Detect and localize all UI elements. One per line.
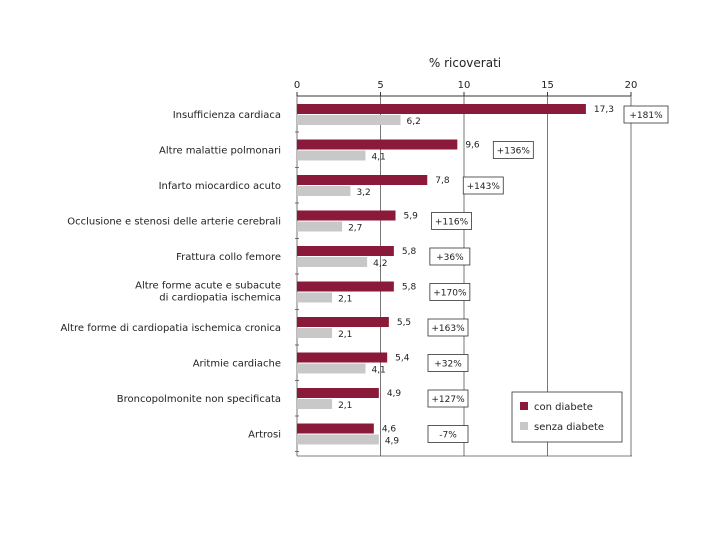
annotation-label: +163%: [431, 324, 465, 334]
category-label: Frattura collo femore: [176, 252, 281, 263]
chart-title: % ricoverati: [429, 56, 501, 70]
value-label-senza-diabete: 6,2: [407, 117, 421, 127]
annotation-label: +32%: [434, 360, 462, 370]
bar-senza-diabete: [297, 328, 333, 338]
bar-con-diabete: [297, 423, 374, 434]
annotation-box: [623, 105, 669, 124]
x-tick-label: 10: [458, 80, 471, 91]
x-tick-label: 15: [541, 80, 554, 91]
annotation-box: [492, 141, 534, 159]
annotation-box: [427, 354, 469, 372]
legend-label-senza-diabete: senza diabete: [534, 422, 604, 433]
bar-con-diabete: [297, 104, 586, 114]
value-label-senza-diabete: 2,1: [338, 330, 352, 340]
category-label: di cardiopatia ischemica: [159, 293, 281, 304]
value-label-senza-diabete: 4,1: [371, 366, 385, 376]
annotation-box: [427, 425, 469, 443]
annotation-label: +36%: [436, 253, 464, 263]
category-label: Altre forme di cardiopatia ischemica cro…: [60, 323, 281, 334]
bar-con-diabete: [297, 139, 458, 150]
bar-senza-diabete: [297, 257, 368, 267]
value-label-con-diabete: 4,9: [387, 389, 402, 399]
bar-senza-diabete: [297, 115, 401, 125]
annotation-label: +127%: [431, 395, 465, 405]
annotation-box: [429, 283, 471, 301]
value-label-con-diabete: 5,9: [404, 212, 419, 222]
bar-senza-diabete: [297, 221, 343, 232]
x-tick-label: 5: [377, 80, 383, 91]
value-label-senza-diabete: 2,7: [348, 224, 362, 234]
x-tick-label: 0: [294, 80, 300, 91]
category-label: Altre malattie polmonari: [159, 146, 281, 157]
bar-senza-diabete: [297, 186, 351, 196]
legend-swatch-senza-diabete: [520, 422, 528, 430]
value-label-senza-diabete: 4,2: [373, 259, 387, 269]
value-label-senza-diabete: 4,9: [385, 437, 400, 447]
annotation-label: +143%: [467, 182, 501, 192]
annotation-box: [427, 318, 469, 337]
bar-senza-diabete: [297, 292, 333, 303]
bar-con-diabete: [297, 210, 396, 221]
x-tick-label: 20: [625, 80, 638, 91]
bar-senza-diabete: [297, 399, 333, 409]
legend-swatch-con-diabete: [520, 402, 528, 410]
value-label-senza-diabete: 4,1: [371, 153, 385, 163]
category-label: Aritmie cardiache: [193, 359, 281, 370]
value-label-con-diabete: 4,6: [382, 425, 397, 435]
annotation-box: [427, 389, 469, 408]
bar-con-diabete: [297, 246, 394, 256]
category-label: Insufficienza cardiaca: [173, 110, 281, 121]
category-label: Occlusione e stenosi delle arterie cereb…: [67, 217, 281, 228]
value-label-con-diabete: 5,8: [402, 247, 417, 257]
annotation-label: +136%: [497, 147, 531, 157]
value-label-con-diabete: 5,5: [397, 318, 411, 328]
annotation-label: -7%: [439, 431, 457, 441]
annotation-label: +170%: [433, 289, 467, 299]
bar-con-diabete: [297, 175, 428, 185]
bar-senza-diabete: [297, 150, 366, 161]
category-label: Broncopolmonite non specificata: [117, 394, 281, 405]
value-label-senza-diabete: 2,1: [338, 401, 352, 411]
bar-con-diabete: [297, 281, 394, 292]
category-label: Altre forme acute e subacute: [135, 281, 281, 292]
value-label-con-diabete: 9,6: [465, 141, 480, 151]
legend-box: [511, 391, 623, 443]
annotation-box: [429, 247, 471, 266]
value-label-con-diabete: 5,8: [402, 283, 417, 293]
annotation-label: +181%: [629, 111, 663, 121]
value-label-senza-diabete: 2,1: [338, 295, 352, 305]
annotation-label: +116%: [435, 218, 469, 228]
bar-senza-diabete: [297, 434, 379, 445]
category-label: Artrosi: [248, 430, 281, 441]
annotation-box: [431, 212, 472, 230]
value-label-con-diabete: 5,4: [395, 354, 410, 364]
legend-label-con-diabete: con diabete: [534, 402, 593, 413]
bar-con-diabete: [297, 317, 389, 327]
category-label: Infarto miocardico acuto: [159, 181, 281, 192]
value-label-con-diabete: 17,3: [594, 105, 614, 115]
annotation-box: [462, 176, 504, 195]
bar-con-diabete: [297, 352, 388, 363]
value-label-con-diabete: 7,8: [435, 176, 450, 186]
bar-con-diabete: [297, 388, 379, 398]
bar-senza-diabete: [297, 363, 366, 374]
value-label-senza-diabete: 3,2: [356, 188, 370, 198]
